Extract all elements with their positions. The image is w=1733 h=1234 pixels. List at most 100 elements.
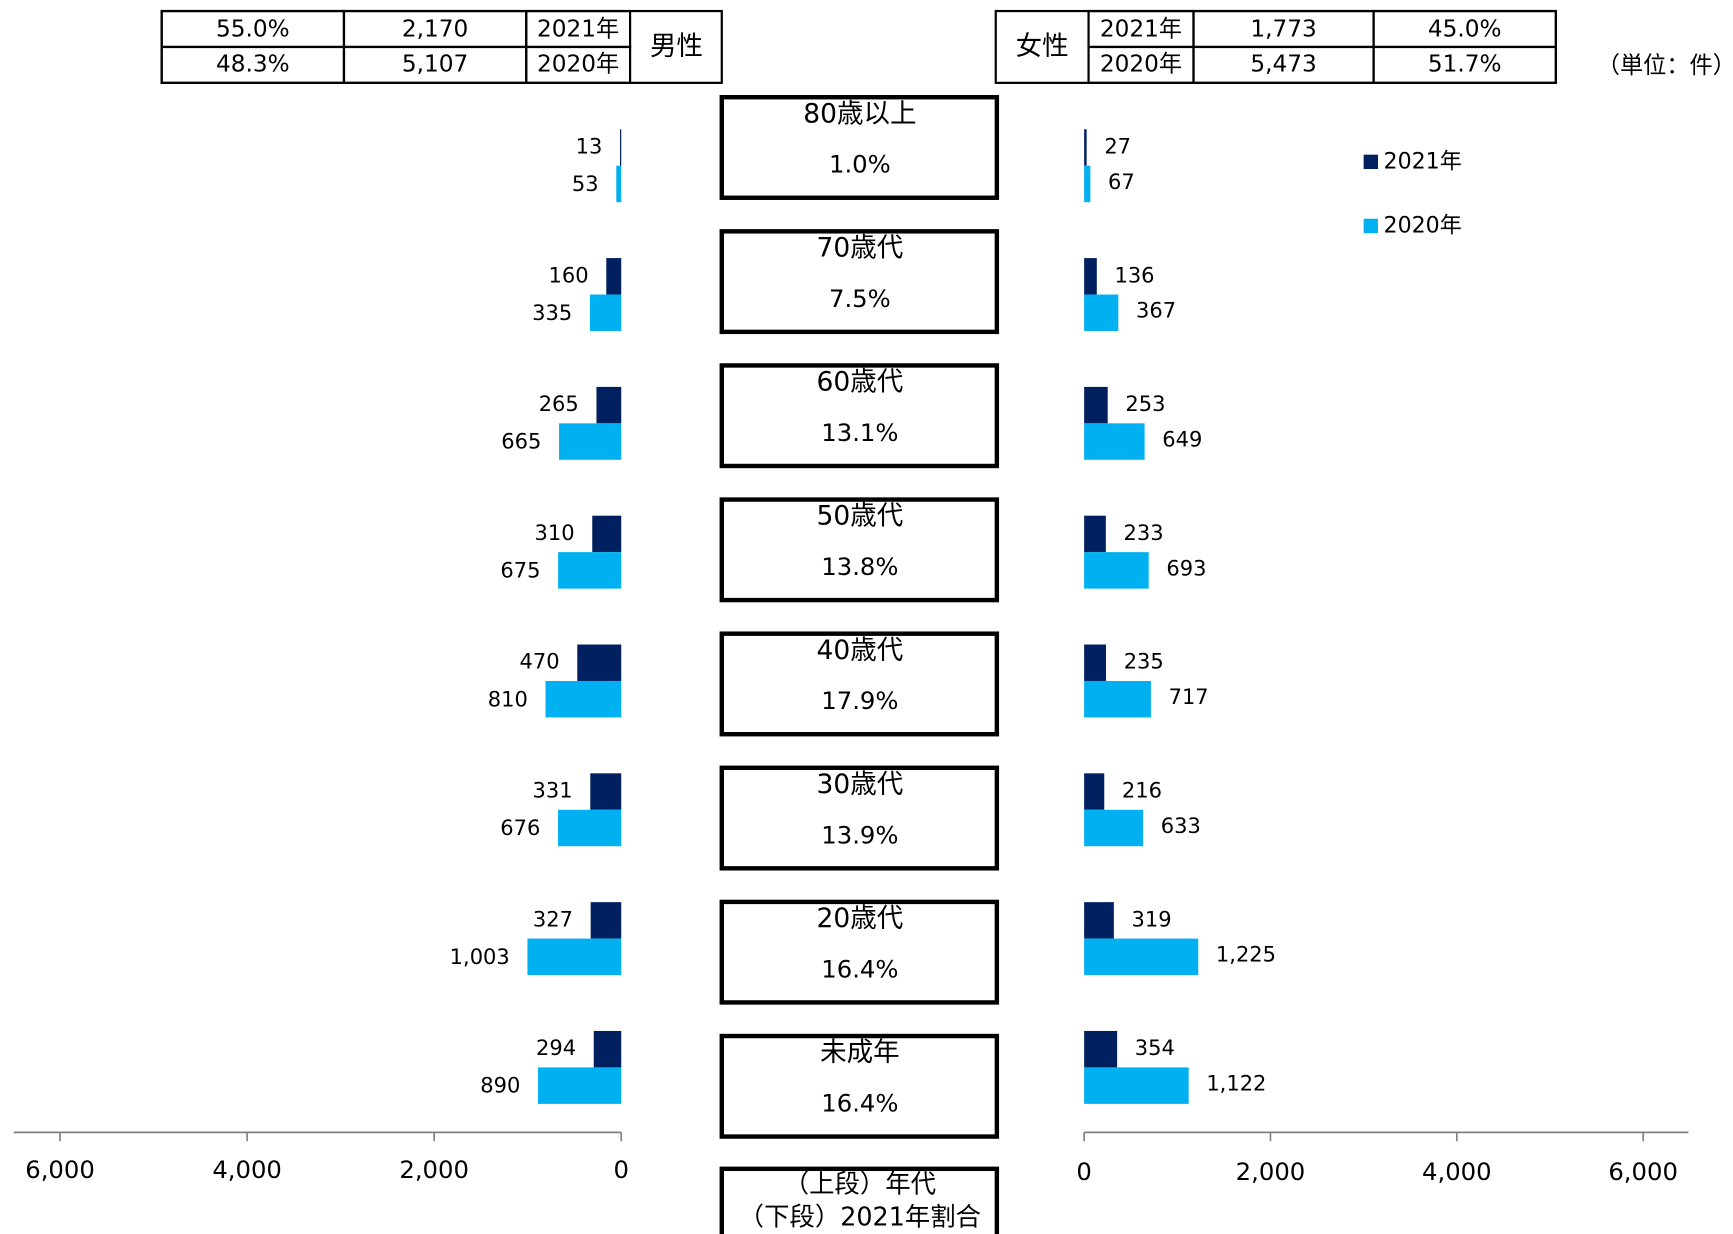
data-label: 810 bbox=[488, 687, 528, 711]
data-label: 233 bbox=[1124, 521, 1164, 545]
unit-label: （単位：件） bbox=[1597, 52, 1733, 79]
table-label: 女性 bbox=[1016, 31, 1069, 62]
bar bbox=[538, 1067, 622, 1104]
category-label: 80歳以上 bbox=[803, 98, 916, 129]
data-label: 470 bbox=[520, 650, 560, 674]
data-label: 265 bbox=[539, 392, 579, 416]
category-share: 13.8% bbox=[821, 552, 898, 581]
data-label: 1,122 bbox=[1206, 1072, 1266, 1096]
data-label: 665 bbox=[501, 430, 541, 454]
x-tick-label: 2,000 bbox=[1236, 1157, 1306, 1186]
category-share: 17.9% bbox=[821, 686, 898, 715]
data-label: 327 bbox=[533, 907, 573, 931]
table-label: 男性 bbox=[650, 31, 703, 62]
table-cell-text: 5,473 bbox=[1250, 51, 1316, 78]
table-cell-text: 55.0% bbox=[216, 15, 290, 42]
data-label: 675 bbox=[500, 558, 540, 582]
table-cell-text: 2020年 bbox=[1100, 51, 1182, 78]
key-box bbox=[719, 1166, 1000, 1234]
table-cell-text: 45.0% bbox=[1428, 15, 1502, 42]
table-cell-text: 1,773 bbox=[1250, 15, 1316, 42]
x-tick-label: 0 bbox=[1076, 1157, 1091, 1186]
category-box bbox=[719, 497, 1000, 603]
key-text: （下段）2021年割合 bbox=[739, 1202, 981, 1232]
category-label: 30歳代 bbox=[817, 769, 904, 800]
category-share: 7.5% bbox=[829, 284, 891, 313]
data-label: 331 bbox=[533, 779, 573, 803]
bar bbox=[558, 552, 622, 589]
x-tick-label: 4,000 bbox=[212, 1155, 282, 1184]
bar bbox=[1084, 680, 1151, 718]
category-share: 16.4% bbox=[821, 954, 898, 983]
bar bbox=[1084, 258, 1097, 295]
bar bbox=[1084, 938, 1199, 976]
x-tick-label: 4,000 bbox=[1422, 1157, 1492, 1186]
category-share: 13.9% bbox=[821, 820, 898, 849]
category-share: 16.4% bbox=[821, 1089, 898, 1118]
bar bbox=[558, 809, 622, 847]
data-label: 310 bbox=[535, 521, 575, 545]
bar bbox=[1084, 644, 1107, 681]
legend-label: 2021年 bbox=[1384, 148, 1462, 174]
legend-swatch bbox=[1363, 218, 1378, 234]
data-label: 27 bbox=[1104, 134, 1131, 158]
category-box bbox=[719, 229, 1000, 335]
bar bbox=[592, 515, 622, 553]
data-label: 160 bbox=[549, 263, 589, 287]
x-tick-label: 6,000 bbox=[25, 1155, 95, 1184]
bar bbox=[577, 644, 622, 681]
bar bbox=[527, 938, 622, 976]
category-box bbox=[719, 765, 1000, 871]
table-cell-text: 48.3% bbox=[216, 51, 290, 78]
bar bbox=[1084, 423, 1145, 460]
data-label: 354 bbox=[1135, 1036, 1175, 1060]
data-label: 235 bbox=[1124, 650, 1164, 674]
data-label: 13 bbox=[576, 134, 603, 158]
table-cell-text: 2021年 bbox=[537, 15, 619, 42]
data-label: 1,003 bbox=[450, 945, 510, 969]
category-label: 50歳代 bbox=[817, 501, 904, 532]
data-label: 67 bbox=[1108, 170, 1135, 194]
legend-label: 2020年 bbox=[1384, 212, 1462, 238]
data-label: 1,225 bbox=[1216, 943, 1276, 967]
bar bbox=[1084, 809, 1144, 847]
bar bbox=[1084, 902, 1114, 939]
category-label: 60歳代 bbox=[817, 367, 904, 398]
bar bbox=[606, 258, 622, 295]
bar bbox=[1084, 1030, 1118, 1068]
data-label: 216 bbox=[1122, 779, 1162, 803]
table-cell bbox=[1372, 45, 1557, 84]
category-label: 70歳代 bbox=[817, 233, 904, 264]
bar bbox=[545, 680, 622, 718]
data-label: 633 bbox=[1161, 814, 1201, 838]
data-label: 693 bbox=[1166, 556, 1206, 580]
data-label: 319 bbox=[1132, 907, 1172, 931]
bar bbox=[616, 165, 622, 203]
data-label: 676 bbox=[500, 816, 540, 840]
bar bbox=[590, 773, 622, 810]
bar bbox=[1084, 294, 1119, 331]
table-cell-text: 5,107 bbox=[402, 51, 468, 78]
x-tick-label: 2,000 bbox=[399, 1155, 469, 1184]
category-box bbox=[719, 899, 1000, 1005]
x-tick-label: 0 bbox=[614, 1155, 629, 1184]
category-box bbox=[719, 631, 1000, 737]
category-box bbox=[719, 363, 1000, 469]
table-cell-text: 51.7% bbox=[1428, 51, 1502, 78]
data-label: 53 bbox=[572, 172, 599, 196]
category-label: 40歳代 bbox=[817, 635, 904, 666]
bar bbox=[559, 423, 622, 460]
category-label: 20歳代 bbox=[817, 903, 904, 934]
table-cell bbox=[525, 45, 632, 84]
data-label: 335 bbox=[532, 301, 572, 325]
table-cell-text: 2,170 bbox=[402, 15, 468, 42]
x-tick-label: 6,000 bbox=[1608, 1157, 1678, 1186]
bar bbox=[593, 1030, 622, 1068]
category-share: 1.0% bbox=[829, 150, 891, 179]
bar bbox=[596, 386, 622, 424]
category-label: 未成年 bbox=[820, 1037, 900, 1068]
table-cell-text: 2020年 bbox=[537, 51, 619, 78]
bar bbox=[1084, 773, 1105, 810]
data-label: 253 bbox=[1125, 392, 1165, 416]
